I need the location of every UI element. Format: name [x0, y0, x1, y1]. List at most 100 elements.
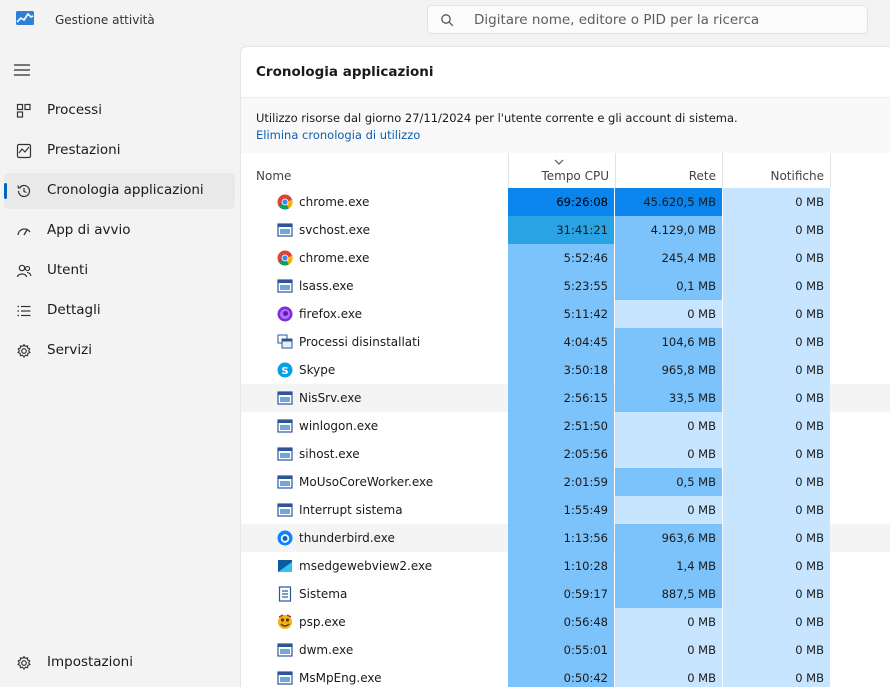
history-clock-icon [17, 184, 31, 198]
details-list-icon [17, 305, 31, 317]
page-description: Utilizzo risorse dal giorno 27/11/2024 p… [256, 111, 738, 125]
process-name: MoUsoCoreWorker.exe [299, 475, 434, 489]
cpu-time-cell: 2:56:15 [508, 384, 614, 412]
cpu-time-cell: 2:01:59 [508, 468, 614, 496]
network-cell: 0 MB [615, 608, 722, 636]
search-box[interactable]: Digitare nome, editore o PID per la rice… [427, 5, 868, 34]
notifications-cell: 0 MB [723, 356, 830, 384]
column-header-label: Notifiche [770, 169, 824, 183]
thunderbird-icon [277, 530, 293, 546]
search-input[interactable]: Digitare nome, editore o PID per la rice… [474, 12, 760, 28]
cpu-time-cell: 5:23:55 [508, 272, 614, 300]
cpu-time-cell: 0:59:17 [508, 580, 614, 608]
network-cell: 0 MB [615, 664, 722, 687]
content-pane: Cronologia applicazioni Utilizzo risorse… [240, 46, 890, 687]
notifications-cell: 0 MB [723, 300, 830, 328]
nav-item-app-di-avvio[interactable]: App di avvio [4, 213, 235, 249]
table-row[interactable]: firefox.exe 5:11:42 0 MB 0 MB [241, 300, 890, 328]
row-filler [830, 580, 890, 608]
notifications-cell: 0 MB [723, 580, 830, 608]
network-cell: 965,8 MB [615, 356, 722, 384]
startup-gauge-icon [17, 228, 31, 236]
system-app-icon [277, 223, 293, 237]
notifications-cell: 0 MB [723, 216, 830, 244]
table-row[interactable]: sihost.exe 2:05:56 0 MB 0 MB [241, 440, 890, 468]
nav-item-dettagli[interactable]: Dettagli [4, 293, 235, 329]
settings-gear-icon [17, 655, 31, 670]
title-bar: Gestione attività Digitare nome, editore… [0, 0, 890, 40]
cpu-time-cell: 5:11:42 [508, 300, 614, 328]
cpu-time-cell: 0:56:48 [508, 608, 614, 636]
row-filler [830, 216, 890, 244]
network-cell: 4.129,0 MB [615, 216, 722, 244]
cpu-time-cell: 3:50:18 [508, 356, 614, 384]
table-row[interactable]: chrome.exe 5:52:46 245,4 MB 0 MB [241, 244, 890, 272]
cpu-time-cell: 2:05:56 [508, 440, 614, 468]
row-filler [830, 496, 890, 524]
table-row[interactable]: MoUsoCoreWorker.exe 2:01:59 0,5 MB 0 MB [241, 468, 890, 496]
table-row[interactable]: S Skype 3:50:18 965,8 MB 0 MB [241, 356, 890, 384]
nav-item-impostazioni[interactable]: Impostazioni [4, 645, 235, 681]
table-row[interactable]: Processi disinstallati 4:04:45 104,6 MB 0 M… [241, 328, 890, 356]
cpu-time-cell: 0:55:01 [508, 636, 614, 664]
column-header-name[interactable]: Nome [241, 153, 508, 188]
network-cell: 0 MB [615, 496, 722, 524]
network-cell: 0,1 MB [615, 272, 722, 300]
row-filler [830, 412, 890, 440]
row-filler [830, 468, 890, 496]
process-name: chrome.exe [299, 195, 370, 209]
table-row[interactable]: NisSrv.exe 2:56:15 33,5 MB 0 MB [241, 384, 890, 412]
column-header-notif[interactable]: Notifiche [723, 153, 831, 188]
process-name: Interrupt sistema [299, 503, 403, 517]
table-row[interactable]: winlogon.exe 2:51:50 0 MB 0 MB [241, 412, 890, 440]
table-row[interactable]: psp.exe 0:56:48 0 MB 0 MB [241, 608, 890, 636]
notifications-cell: 0 MB [723, 244, 830, 272]
hamburger-menu-icon[interactable] [13, 63, 31, 77]
notifications-cell: 0 MB [723, 272, 830, 300]
cpu-time-cell: 31:41:21 [508, 216, 614, 244]
nav-item-cronologia-applicazioni[interactable]: Cronologia applicazioni [4, 173, 235, 209]
nav-item-servizi[interactable]: Servizi [4, 333, 235, 369]
table-row[interactable]: thunderbird.exe 1:13:56 963,6 MB 0 MB [241, 524, 890, 552]
nav-item-utenti[interactable]: Utenti [4, 253, 235, 289]
row-filler [830, 188, 890, 216]
notifications-cell: 0 MB [723, 328, 830, 356]
nav-item-processi[interactable]: Processi [4, 93, 235, 129]
task-manager-icon [16, 11, 34, 25]
nav-item-label: Utenti [47, 262, 89, 278]
table-row[interactable]: MsMpEng.exe 0:50:42 0 MB 0 MB [241, 664, 890, 687]
table-row[interactable]: Sistema 0:59:17 887,5 MB 0 MB [241, 580, 890, 608]
nav-item-label: Prestazioni [47, 142, 121, 158]
network-cell: 0,5 MB [615, 468, 722, 496]
notifications-cell: 0 MB [723, 524, 830, 552]
table-row[interactable]: dwm.exe 0:55:01 0 MB 0 MB [241, 636, 890, 664]
nav-item-prestazioni[interactable]: Prestazioni [4, 133, 235, 169]
column-header-net[interactable]: Rete [615, 153, 723, 188]
notifications-cell: 0 MB [723, 664, 830, 687]
column-header-cpu[interactable]: Tempo CPU [508, 153, 616, 188]
services-gear-icon [17, 343, 31, 358]
delete-history-link[interactable]: Elimina cronologia di utilizzo [256, 128, 421, 142]
table-row[interactable]: msedgewebview2.exe 1:10:28 1,4 MB 0 MB [241, 552, 890, 580]
system-app-icon [277, 279, 293, 293]
process-name: lsass.exe [299, 279, 354, 293]
row-filler [830, 440, 890, 468]
table-row[interactable]: svchost.exe 31:41:21 4.129,0 MB 0 MB [241, 216, 890, 244]
process-name: Processi disinstallati [299, 335, 421, 349]
table-row[interactable]: Interrupt sistema 1:55:49 0 MB 0 MB [241, 496, 890, 524]
table-row[interactable]: chrome.exe 69:26:08 45.620,5 MB 0 MB [241, 188, 890, 216]
network-cell: 1,4 MB [615, 552, 722, 580]
system-app-icon [277, 503, 293, 517]
row-filler [830, 636, 890, 664]
notifications-cell: 0 MB [723, 384, 830, 412]
column-header-label: Rete [688, 169, 716, 183]
cpu-time-cell: 69:26:08 [508, 188, 614, 216]
process-name: winlogon.exe [299, 419, 379, 433]
row-filler [830, 524, 890, 552]
table-row[interactable]: lsass.exe 5:23:55 0,1 MB 0 MB [241, 272, 890, 300]
system-doc-icon [278, 586, 292, 602]
notifications-cell: 0 MB [723, 412, 830, 440]
row-filler [830, 608, 890, 636]
process-name: msedgewebview2.exe [299, 559, 433, 573]
row-filler [830, 272, 890, 300]
